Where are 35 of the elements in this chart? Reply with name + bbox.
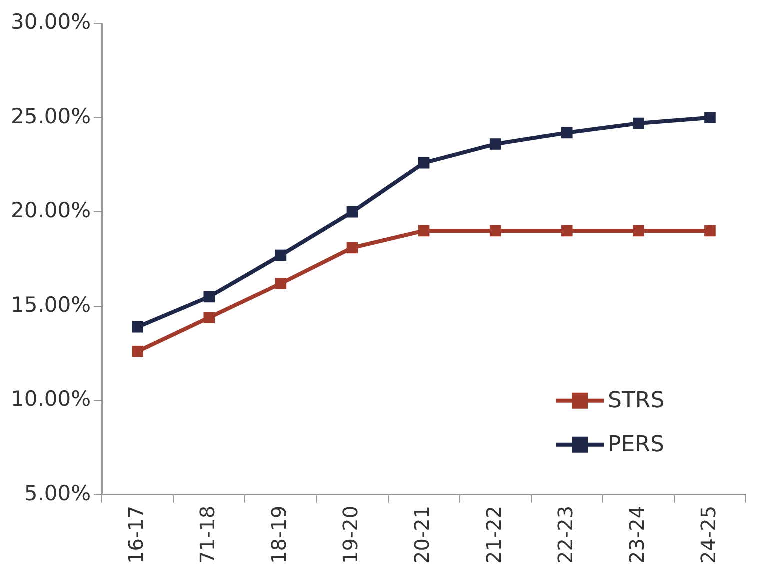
x-tick-label: 20-21	[410, 506, 434, 564]
point	[418, 225, 430, 237]
point	[204, 312, 216, 324]
x-tick-label: 19-20	[338, 506, 363, 564]
point	[561, 225, 573, 237]
point	[490, 225, 502, 237]
point	[418, 157, 430, 169]
y-tick-label: 30.00%	[10, 10, 92, 34]
point	[204, 291, 216, 303]
legend-label: PERS	[608, 432, 664, 458]
point	[490, 138, 502, 150]
legend-label: STRS	[608, 388, 665, 414]
y-tick-label: 10.00%	[10, 387, 92, 412]
x-tick-label: 21-22	[482, 506, 506, 564]
point	[346, 242, 358, 254]
x-tick-label: 18-19	[267, 506, 292, 564]
point	[633, 225, 644, 237]
x-tick-label: 16-17	[124, 506, 148, 564]
point	[633, 118, 644, 130]
y-tick-label: 20.00%	[10, 198, 92, 223]
point	[275, 250, 287, 262]
x-tick-label: 24-25	[696, 506, 720, 564]
x-tick-label: 71-18	[196, 506, 220, 564]
point	[275, 278, 287, 290]
y-tick-label: 25.00%	[10, 104, 92, 128]
point	[132, 346, 144, 358]
point	[132, 321, 144, 333]
x-tick-label: 23-24	[624, 506, 649, 564]
point	[561, 127, 573, 139]
point	[704, 112, 716, 124]
y-tick-label: 15.00%	[10, 292, 92, 317]
point	[346, 206, 358, 218]
y-tick-label: 5.00%	[24, 481, 92, 506]
point	[704, 225, 716, 237]
x-tick-label: 22-23	[553, 506, 578, 564]
